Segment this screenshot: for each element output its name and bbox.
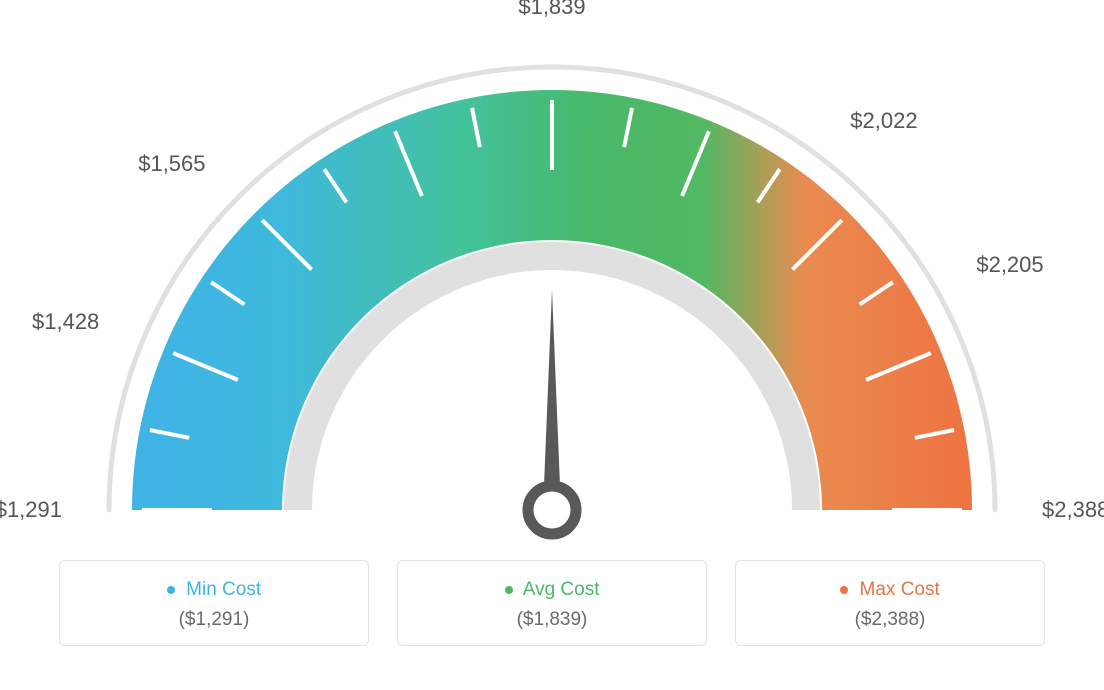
max-cost-label: Max Cost (860, 579, 940, 600)
avg-cost-card: Avg Cost ($1,839) (397, 560, 707, 646)
gauge-tick-label: $2,205 (976, 252, 1043, 278)
gauge-tick-label: $2,022 (850, 108, 917, 134)
avg-dot-icon (505, 586, 513, 594)
needle-hub (528, 486, 576, 534)
gauge-needle (543, 290, 561, 510)
min-cost-card: Min Cost ($1,291) (59, 560, 369, 646)
avg-cost-title: Avg Cost (398, 579, 706, 601)
min-cost-label: Min Cost (186, 579, 261, 600)
avg-cost-label: Avg Cost (523, 579, 600, 600)
min-cost-title: Min Cost (60, 579, 368, 601)
gauge-tick-label: $1,428 (32, 309, 99, 335)
gauge-svg (22, 20, 1082, 540)
cost-cards-row: Min Cost ($1,291) Avg Cost ($1,839) Max … (20, 560, 1084, 646)
min-dot-icon (167, 586, 175, 594)
gauge-tick-label: $1,291 (0, 497, 62, 523)
max-dot-icon (840, 586, 848, 594)
max-cost-card: Max Cost ($2,388) (735, 560, 1045, 646)
gauge-tick-label: $2,388 (1042, 497, 1104, 523)
gauge-chart: $1,291$1,428$1,565$1,839$2,022$2,205$2,3… (22, 20, 1082, 540)
max-cost-value: ($2,388) (736, 609, 1044, 631)
gauge-tick-label: $1,565 (138, 151, 205, 177)
avg-cost-value: ($1,839) (398, 609, 706, 631)
min-cost-value: ($1,291) (60, 609, 368, 631)
gauge-tick-label: $1,839 (518, 0, 585, 20)
max-cost-title: Max Cost (736, 579, 1044, 601)
